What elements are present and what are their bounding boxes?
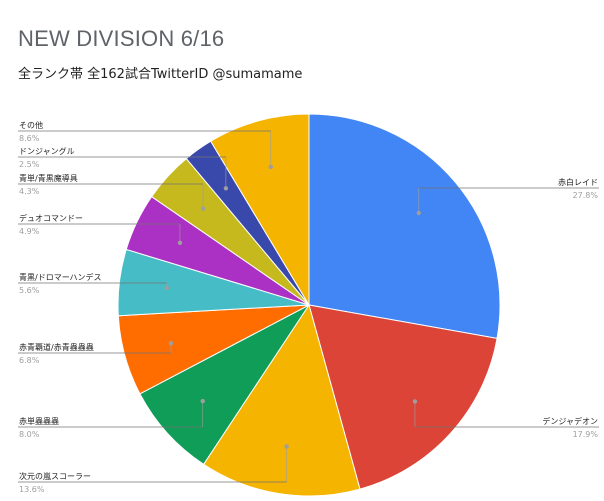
slice-percent: 27.8% [573, 191, 599, 200]
slice-callout: デュオコマンドー 4.9% [18, 213, 183, 245]
slice-label: 赤青覇道/赤青蟲蟲蟲 [19, 342, 94, 352]
slice-callout: ドンジャングル 2.5% [18, 146, 229, 191]
pie-slice [202, 303, 361, 497]
callout-dot [200, 398, 205, 404]
slice-callout: その他 8.6% [18, 120, 273, 170]
slice-label: ドンジャングル [19, 146, 75, 156]
chart-title: NEW DIVISION 6/16 [18, 26, 225, 51]
slice-label: 赤単蟲蟲蟲 [19, 416, 59, 426]
slice-percent: 2.5% [19, 160, 40, 169]
slice-callout: デンジャデオン 17.9% [412, 399, 599, 439]
slice-label: デュオコマンドー [19, 213, 83, 223]
slice-percent: 13.6% [19, 485, 45, 494]
pie-slice [139, 304, 310, 466]
callout-dot [284, 444, 289, 449]
slice-percent: 4.3% [19, 187, 40, 196]
chart-subtitle: 全ランク帯 全162試合TwitterID @sumamame [18, 67, 303, 82]
pie-slice [308, 113, 501, 340]
slice-callout: 赤単蟲蟲蟲 8.0% [18, 398, 205, 439]
slice-callout: 赤青覇道/赤青蟲蟲蟲 6.8% [18, 341, 174, 365]
slice-label: 青単/青黒魔導具 [19, 173, 78, 183]
slice-percent: 4.9% [19, 227, 40, 236]
slice-callout: 赤白レイド 27.8% [416, 177, 599, 216]
slice-percent: 17.9% [573, 430, 599, 439]
pie-slice [210, 113, 310, 307]
slice-callout: 次元の嵐スコーラー 13.6% [18, 444, 289, 494]
slice-label: 次元の嵐スコーラー [19, 471, 91, 481]
slice-percent: 8.0% [19, 430, 40, 439]
pie-slice [308, 304, 498, 490]
slice-callout: 青黒/ドロマーハンデス 5.6% [18, 272, 169, 295]
slice-percent: 5.6% [19, 286, 40, 295]
slice-label: 青黒/ドロマーハンデス [19, 272, 102, 282]
slice-percent: 6.8% [19, 356, 40, 365]
slice-percent: 8.6% [19, 134, 40, 143]
slice-label: その他 [19, 120, 43, 130]
slice-label: デンジャデオン [542, 416, 598, 426]
slice-callout: 青単/青黒魔導具 4.3% [18, 173, 206, 211]
slice-label: 赤白レイド [558, 177, 598, 187]
